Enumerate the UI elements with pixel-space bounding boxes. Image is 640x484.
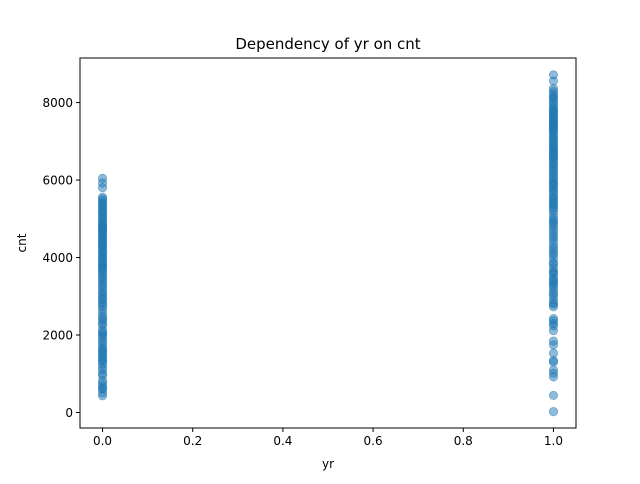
data-points [97,70,559,417]
data-point [548,313,559,324]
x-tick-label: 0.2 [183,434,202,448]
data-point [548,336,559,346]
data-point [548,407,559,417]
y-tick-label: 4000 [42,251,73,265]
x-tick-label: 0.4 [273,434,292,448]
y-tick-label: 6000 [42,174,73,188]
data-point [97,173,108,183]
y-tick-label: 0 [65,406,73,420]
y-tick-label: 8000 [42,96,73,110]
chart-title: Dependency of yr on cnt [235,35,420,53]
y-axis-ticks: 0 2000 4000 6000 8000 [42,96,80,420]
y-axis-label: cnt [15,233,29,252]
data-point [548,348,559,358]
y-tick-label: 2000 [42,329,73,343]
x-axis-ticks: 0.0 0.2 0.4 0.6 0.8 1.0 [93,428,563,448]
x-tick-label: 1.0 [544,434,563,448]
x-tick-label: 0.8 [454,434,473,448]
x-tick-label: 0.6 [364,434,383,448]
data-point [548,70,559,80]
data-point [548,390,559,401]
plot-frame [79,57,577,429]
x-tick-label: 0.0 [93,434,112,448]
x-axis-label: yr [322,457,334,471]
data-point [548,365,559,375]
data-point [97,192,108,202]
